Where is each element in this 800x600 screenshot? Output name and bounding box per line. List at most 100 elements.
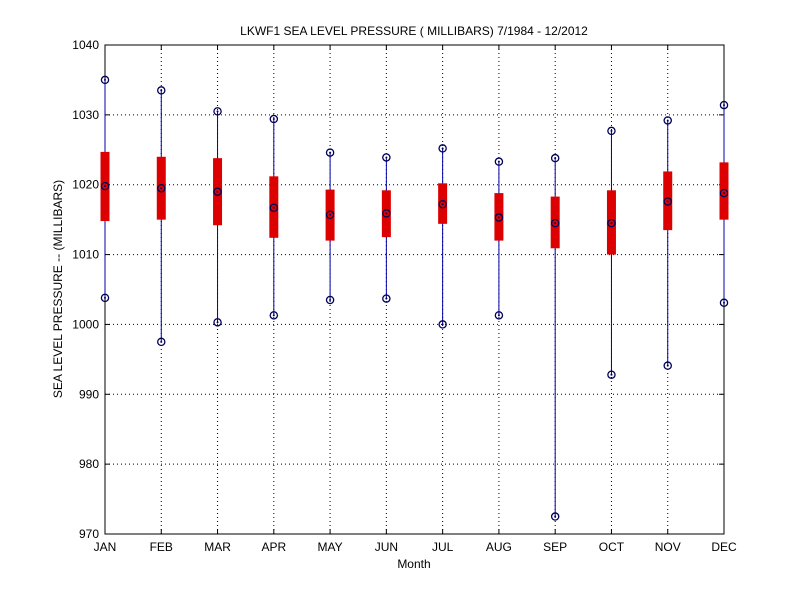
max-marker-dot [497,160,500,163]
boxes [100,75,729,521]
median-marker [100,181,110,191]
min-marker [663,361,672,370]
max-marker [382,153,391,162]
max-marker-dot [441,147,444,150]
min-marker-dot [272,314,275,317]
max-marker-dot [216,110,219,113]
min-marker [325,295,335,305]
median-marker-dot [104,185,106,188]
max-marker-dot [610,129,613,132]
min-marker-dot [160,340,163,343]
min-marker [719,298,729,308]
median-marker [269,203,279,213]
box-jul [438,144,448,329]
median-marker [213,187,222,196]
max-marker [213,107,222,116]
max-marker-dot [554,157,557,160]
min-marker [100,293,110,303]
median-marker-dot [554,222,557,225]
chart-title: LKWF1 SEA LEVEL PRESSURE ( MILLIBARS) 7/… [240,24,588,38]
y-axis-title: SEA LEVEL PRESSURE -- (MILLIBARS) [51,180,65,398]
x-axis: JAN FEB MAR APR MAY JUN JUL AUG SEP OCT NOV DEC [94,45,737,554]
max-marker-dot [329,151,332,154]
x-tick-label-dec: DEC [711,540,737,554]
median-marker [550,218,560,228]
median-marker-dot [666,200,669,203]
min-marker-dot [723,301,725,304]
x-tick-label-mar: MAR [204,540,231,554]
x-tick-label-may: MAY [318,540,343,554]
max-marker-dot [104,78,106,81]
box-sep [550,153,560,521]
x-tick-label-sep: SEP [543,540,567,554]
min-marker-dot [329,298,332,301]
max-marker-dot [666,119,669,122]
min-marker [269,311,279,320]
median-marker [607,218,616,228]
y-tick-label: 1040 [72,38,99,52]
iqr-box [719,162,729,220]
max-marker [663,116,672,125]
box-dec [719,100,729,308]
max-marker [325,148,335,157]
min-marker [607,370,616,379]
min-marker [382,294,391,303]
y-tick-label: 980 [79,457,99,471]
median-marker-dot [272,206,275,209]
median-marker-dot [441,203,444,206]
box-jan [100,75,110,303]
y-tick-label: 990 [79,387,99,401]
y-tick-label: 970 [79,527,99,541]
box-mar [213,107,223,327]
x-tick-label-apr: APR [261,540,286,554]
median-marker-dot [497,216,500,219]
x-axis-title: Month [397,557,430,571]
median-marker-dot [216,190,219,193]
x-tick-label-jun: JUN [375,540,398,554]
y-tick-label: 1020 [72,178,99,192]
median-marker-dot [160,187,163,190]
x-tick-label-jan: JAN [94,540,117,554]
median-marker [325,210,335,220]
max-marker [607,126,616,136]
median-marker [719,188,729,198]
box-apr [269,114,279,320]
min-marker-dot [666,364,669,367]
median-marker-dot [723,192,725,195]
max-marker-dot [723,104,725,107]
max-marker [157,86,166,95]
max-marker-dot [385,156,388,159]
min-marker-dot [497,314,500,317]
max-marker [438,144,447,153]
box-may [325,148,335,305]
min-marker-dot [441,323,444,326]
min-marker [550,512,560,521]
min-marker [157,337,166,347]
max-marker-dot [160,89,163,92]
median-marker [663,197,672,206]
box-jun [381,153,391,303]
median-marker [494,213,504,222]
x-tick-label-jul: JUL [432,540,454,554]
x-tick-label-oct: OCT [599,540,625,554]
y-tick-label: 1010 [72,248,99,262]
median-marker-dot [610,222,613,225]
y-tick-label: 1030 [72,108,99,122]
box-oct [606,126,616,379]
max-marker [100,75,110,85]
box-aug [494,157,504,320]
x-tick-label-nov: NOV [655,540,681,554]
max-marker [550,153,560,163]
max-marker [269,114,279,124]
median-marker [438,200,447,209]
min-marker-dot [554,515,557,518]
min-marker-dot [385,297,388,300]
x-tick-label-feb: FEB [150,540,173,554]
median-marker-dot [329,213,332,216]
max-marker-dot [272,118,275,121]
min-marker-dot [610,373,613,376]
y-tick-label: 1000 [72,317,99,331]
y-axis: 970 980 990 1000 1010 1020 1030 1040 [72,38,724,541]
min-marker-dot [216,321,219,324]
